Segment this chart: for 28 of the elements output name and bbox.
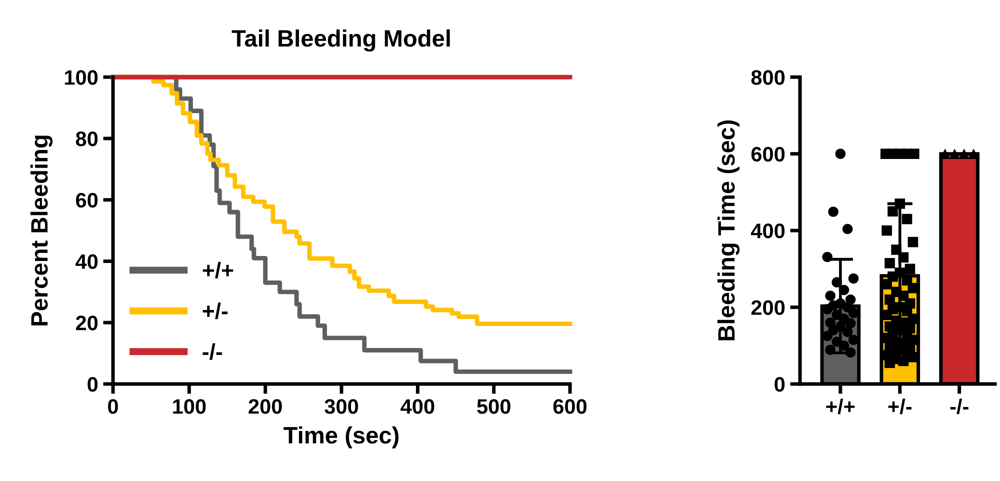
y-tick-label: 600 <box>751 146 785 162</box>
x-tick-label: 500 <box>477 399 510 414</box>
y-axis-title: Percent Bleeding <box>30 136 53 326</box>
x-axis-title: Time (sec) <box>284 426 399 448</box>
y-tick-label: 80 <box>76 131 98 146</box>
y-tick-label: 60 <box>76 192 98 208</box>
legend-label: +/- <box>202 302 228 320</box>
y-tick-label: 100 <box>64 70 98 85</box>
legend-label: -/- <box>202 343 222 360</box>
y-tick-label: 200 <box>751 300 785 316</box>
y-tick-label: 0 <box>774 376 785 392</box>
x-tick-label: 600 <box>553 399 587 414</box>
x-tick-label: 200 <box>248 399 282 414</box>
x-tick-label: +/- <box>888 398 912 414</box>
x-tick-label: 100 <box>173 399 206 414</box>
x-tick-label: 300 <box>324 399 358 414</box>
chart-title: Tail Bleeding Model <box>232 29 450 52</box>
x-tick-label: 0 <box>108 399 118 414</box>
y-axis-title: Bleeding Time (sec) <box>717 120 740 340</box>
legend-label: +/+ <box>202 262 234 278</box>
x-tick-label: 400 <box>400 399 434 414</box>
x-tick-label: -/- <box>950 398 968 414</box>
y-tick-label: 40 <box>76 254 98 269</box>
x-tick-label: +/+ <box>826 398 855 414</box>
y-tick-label: 20 <box>76 316 98 330</box>
y-tick-label: 0 <box>88 376 98 392</box>
y-tick-label: 400 <box>750 224 785 238</box>
y-tick-label: 800 <box>751 70 785 85</box>
